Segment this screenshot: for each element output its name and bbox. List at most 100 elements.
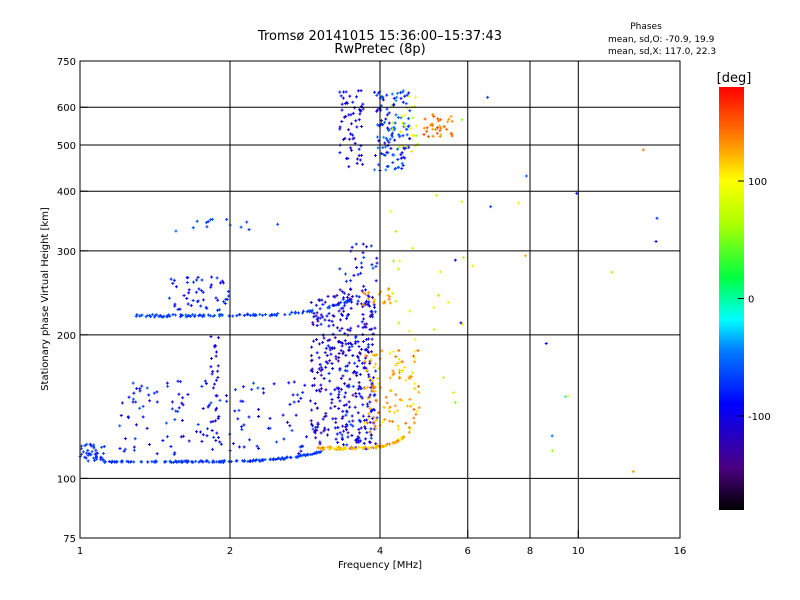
data-point <box>339 94 343 98</box>
data-point <box>375 93 379 97</box>
data-point <box>346 431 350 435</box>
data-point <box>368 328 372 332</box>
data-point <box>460 200 464 204</box>
data-point <box>361 291 365 295</box>
data-point <box>428 123 432 127</box>
chart-title: Tromsø 20141015 15:36:00–15:37:43 <box>257 29 502 44</box>
data-point <box>380 95 384 99</box>
data-point <box>323 426 327 430</box>
data-point <box>407 430 411 434</box>
data-point <box>517 201 521 205</box>
data-point <box>131 397 135 401</box>
x-axis-label: Frequency [MHz] <box>338 560 422 571</box>
data-point <box>342 90 346 94</box>
data-point <box>316 319 320 323</box>
data-point <box>200 439 204 443</box>
data-point <box>172 278 176 282</box>
data-point <box>373 168 377 172</box>
data-point <box>550 449 554 453</box>
data-point <box>214 439 218 443</box>
data-point <box>374 279 378 283</box>
data-point <box>392 259 396 263</box>
data-point <box>376 135 380 139</box>
data-point <box>99 456 103 460</box>
data-point <box>357 147 361 151</box>
data-point <box>213 344 217 348</box>
data-point <box>373 424 377 428</box>
data-point <box>129 460 133 464</box>
data-point <box>123 447 127 451</box>
data-point <box>365 431 369 435</box>
data-point <box>366 404 370 408</box>
data-point <box>353 141 357 145</box>
data-point <box>404 378 408 382</box>
data-point <box>400 151 404 155</box>
data-point <box>310 408 314 412</box>
data-point <box>383 120 387 124</box>
data-point <box>442 125 446 129</box>
data-point <box>317 388 321 392</box>
data-point <box>93 459 97 463</box>
data-point <box>398 398 402 402</box>
data-point <box>396 91 400 95</box>
data-point <box>364 325 368 329</box>
data-point <box>655 216 659 220</box>
data-point <box>405 127 409 131</box>
data-point <box>439 126 443 130</box>
data-point <box>319 365 323 369</box>
data-point <box>367 373 371 377</box>
data-point <box>343 382 347 386</box>
data-point <box>409 375 413 379</box>
data-point <box>350 433 354 437</box>
data-point <box>226 290 230 294</box>
data-point <box>209 283 213 287</box>
data-point <box>132 448 136 452</box>
data-point <box>349 306 353 310</box>
data-point <box>325 314 329 318</box>
data-point <box>343 369 347 373</box>
data-point <box>388 295 392 299</box>
data-point <box>217 308 221 312</box>
data-point <box>409 404 413 408</box>
data-point <box>337 393 341 397</box>
data-point <box>386 294 390 298</box>
data-point <box>216 364 220 368</box>
data-point <box>190 460 194 464</box>
colorbar-tick-label: 100 <box>748 177 767 188</box>
data-point <box>198 313 202 317</box>
data-point <box>368 400 372 404</box>
x-tick-label: 10 <box>572 546 585 557</box>
data-point <box>359 445 363 449</box>
data-point <box>397 321 401 325</box>
data-point <box>394 299 398 303</box>
data-point <box>345 443 349 447</box>
data-point <box>275 313 279 317</box>
data-point <box>405 145 409 149</box>
data-point <box>209 420 213 424</box>
data-point <box>168 459 172 463</box>
data-point <box>353 361 357 365</box>
data-point <box>304 435 308 439</box>
data-point <box>564 395 568 399</box>
data-point <box>401 121 405 125</box>
data-point <box>399 156 403 160</box>
data-point <box>363 292 367 296</box>
data-point <box>224 394 228 398</box>
data-point <box>374 369 378 373</box>
data-point <box>283 313 287 317</box>
data-point <box>218 281 222 285</box>
data-point <box>206 220 210 224</box>
data-point <box>392 153 396 157</box>
data-point <box>239 225 243 229</box>
data-point <box>344 413 348 417</box>
data-point <box>341 374 345 378</box>
data-point <box>438 124 442 128</box>
data-point <box>385 401 389 405</box>
data-point <box>311 427 315 431</box>
data-point <box>368 420 372 424</box>
y-tick-label: 75 <box>63 534 76 545</box>
data-point <box>86 448 90 452</box>
data-point <box>181 434 185 438</box>
data-point <box>397 427 401 431</box>
data-point <box>438 135 442 139</box>
